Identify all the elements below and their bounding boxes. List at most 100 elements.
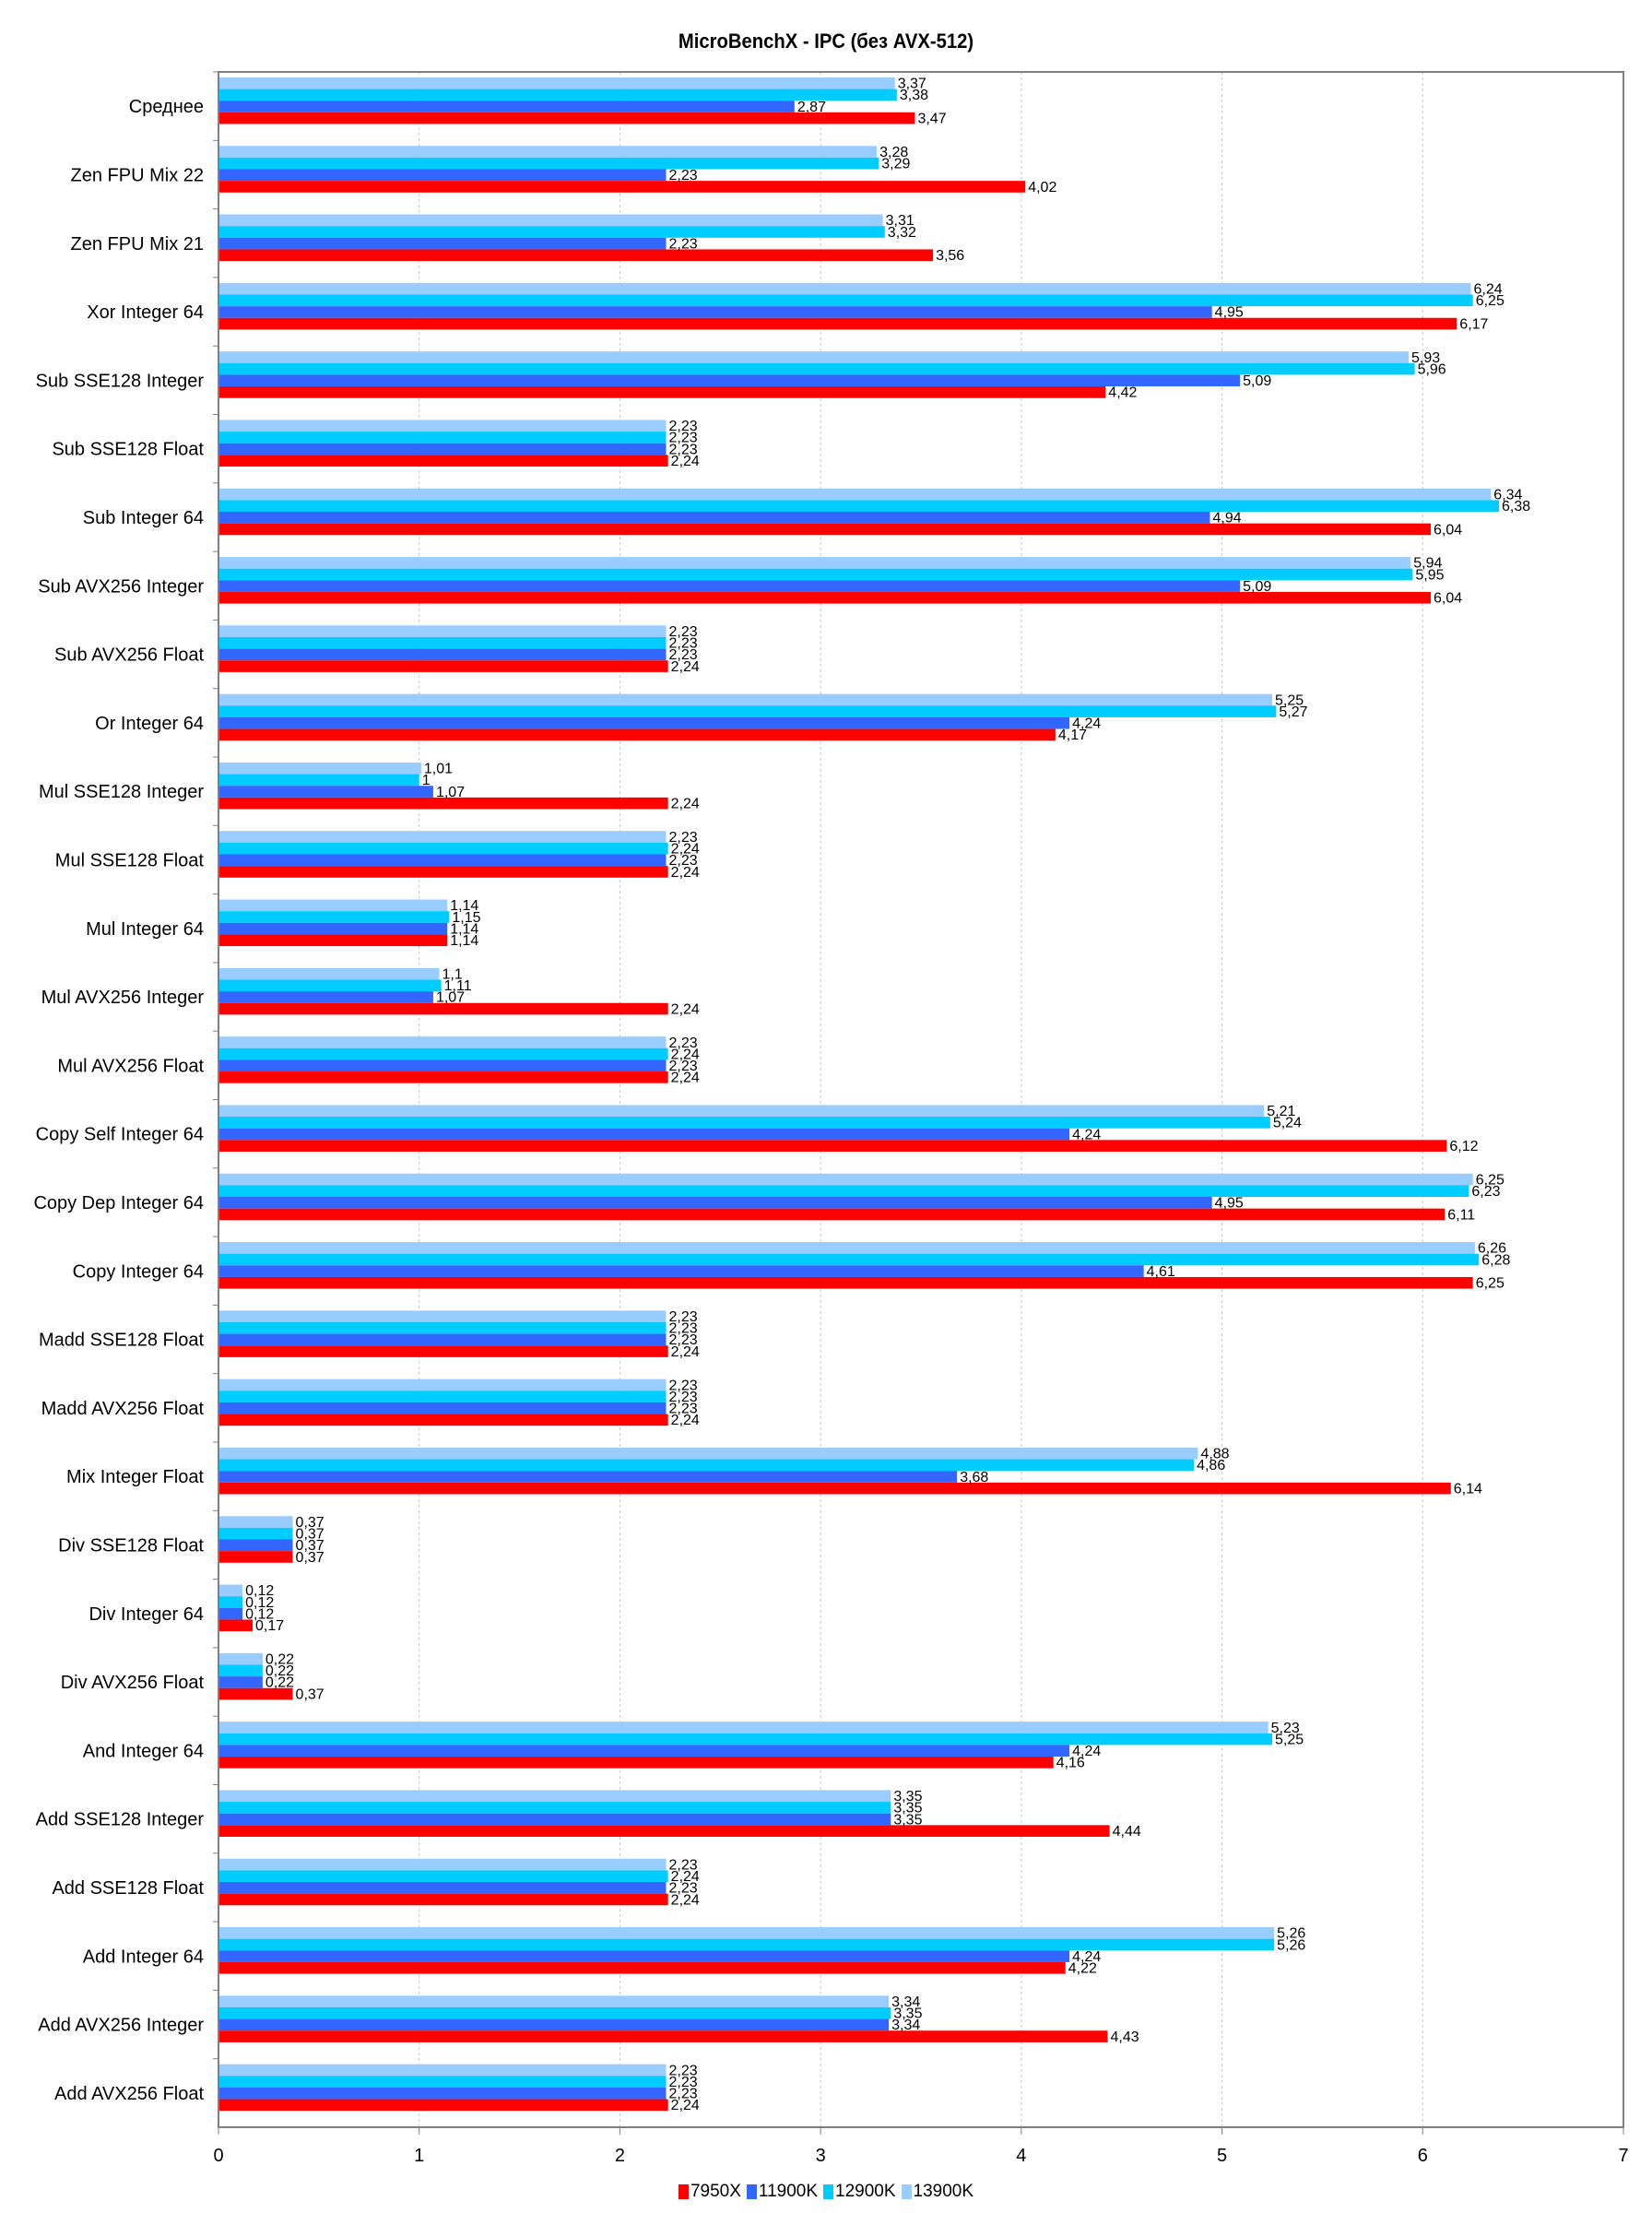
bar-12900k — [218, 1527, 293, 1540]
bar-11900k — [218, 1471, 958, 1483]
bar-12900k — [218, 226, 885, 238]
data-label: 0,22 — [266, 1675, 294, 1691]
bar-13900k — [218, 1652, 263, 1665]
data-label: 0,37 — [296, 1550, 324, 1566]
category-label: Add Integer 64 — [83, 1947, 204, 1967]
data-label: 2,23 — [669, 624, 698, 640]
bar-13900k — [218, 1927, 1275, 1939]
data-label: 4,43 — [1110, 2030, 1139, 2045]
bar-12900k — [218, 1870, 668, 1883]
bar-13900k — [218, 282, 1471, 295]
bar-11900k — [218, 2018, 890, 2031]
legend: 7950X 11900K 12900K 13900K — [0, 2182, 1652, 2202]
bar-11900k — [218, 1197, 1212, 1209]
chart-title: MicroBenchX - IPC (без AVX-512) — [678, 30, 974, 53]
data-label: 2,23 — [669, 1390, 698, 1405]
bar-12900k — [218, 500, 1500, 513]
legend-item: 13900K — [901, 2182, 974, 2202]
data-label: 6,12 — [1449, 1139, 1478, 1154]
data-label: 6,34 — [1493, 487, 1522, 503]
bar-12900k — [218, 157, 879, 170]
bar-13900k — [218, 2064, 667, 2077]
bar-13900k — [218, 1447, 1198, 1460]
data-label: 6,24 — [1474, 281, 1503, 297]
bar-12900k — [218, 432, 667, 444]
x-tick-label: 3 — [816, 2146, 826, 2166]
bar-11900k — [218, 443, 667, 456]
data-label: 6,38 — [1502, 499, 1530, 515]
bar-7950x — [218, 386, 1106, 398]
data-label: 3,34 — [891, 1994, 920, 2010]
bar-11900k — [218, 101, 795, 112]
bar-7950x — [218, 1687, 293, 1700]
data-label: 2,23 — [669, 1309, 698, 1325]
data-label: 4,86 — [1197, 1458, 1225, 1473]
bar-12900k — [218, 1459, 1195, 1472]
bar-12900k — [218, 1047, 668, 1060]
data-label: 2,23 — [669, 419, 698, 434]
bar-7950x — [218, 797, 668, 810]
data-label: 2,24 — [671, 2098, 700, 2113]
data-label: 2,23 — [669, 431, 698, 446]
bar-7950x — [218, 1071, 668, 1083]
data-label: 2,87 — [797, 100, 826, 115]
bar-11900k — [218, 1059, 667, 1072]
data-label: 2,23 — [669, 830, 698, 846]
data-label: 0,12 — [245, 1606, 274, 1622]
bar-13900k — [218, 557, 1411, 569]
bar-11900k — [218, 2087, 667, 2100]
category-label: Mul AVX256 Float — [57, 1056, 204, 1076]
data-label: 0,22 — [266, 1651, 294, 1667]
legend-label: 12900K — [835, 2182, 896, 2201]
bar-13900k — [218, 831, 667, 843]
x-tick-label: 2 — [615, 2146, 625, 2166]
data-label: 2,23 — [669, 1332, 698, 1348]
x-tick-label: 6 — [1418, 2146, 1428, 2166]
plot-frame — [218, 71, 1624, 2128]
bar-12900k — [218, 1185, 1469, 1198]
bar-11900k — [218, 991, 433, 1003]
data-label: 5,95 — [1415, 567, 1444, 583]
data-label: 2,24 — [671, 1001, 700, 1017]
data-label: 5,26 — [1277, 1926, 1305, 1942]
x-tick-label: 0 — [213, 2146, 223, 2166]
data-label: 2,23 — [669, 1881, 698, 1897]
category-label: Mul SSE128 Float — [55, 850, 205, 870]
data-label: 4,02 — [1028, 180, 1056, 195]
category-label: Add SSE128 Float — [52, 1878, 204, 1899]
bar-12900k — [218, 294, 1473, 307]
legend-item: 12900K — [823, 2182, 896, 2202]
bar-7950x — [218, 317, 1457, 330]
data-label: 4,22 — [1068, 1961, 1097, 1977]
bar-12900k — [218, 774, 419, 787]
bar-11900k — [218, 1265, 1144, 1277]
data-label: 4,16 — [1056, 1756, 1085, 1771]
data-label: 0,37 — [296, 1515, 324, 1531]
data-label: 5,27 — [1279, 704, 1307, 720]
data-label: 4,94 — [1213, 511, 1242, 527]
bar-7950x — [218, 1002, 668, 1015]
bar-12900k — [218, 2006, 891, 2019]
bar-7950x — [218, 455, 668, 467]
data-label: 2,24 — [671, 1071, 700, 1086]
bar-13900k — [218, 693, 1272, 706]
category-label: Copy Integer 64 — [73, 1261, 204, 1282]
bar-7950x — [218, 1825, 1110, 1837]
bar-11900k — [218, 580, 1241, 592]
data-label: 2,24 — [671, 454, 700, 469]
bar-7950x — [218, 1551, 293, 1563]
bar-12900k — [218, 979, 442, 992]
bar-7950x — [218, 1208, 1446, 1221]
category-label: Div Integer 64 — [88, 1604, 204, 1625]
bar-11900k — [218, 512, 1210, 524]
category-label: Sub AVX256 Float — [54, 645, 204, 666]
bar-13900k — [218, 1242, 1475, 1254]
bar-11900k — [218, 1128, 1070, 1141]
bar-12900k — [218, 705, 1277, 717]
bar-7950x — [218, 1414, 668, 1426]
bar-12900k — [218, 1117, 1270, 1129]
data-label: 0,12 — [245, 1595, 274, 1611]
bar-13900k — [218, 488, 1492, 501]
legend-label: 7950X — [690, 2182, 741, 2201]
bar-7950x — [218, 1276, 1473, 1289]
